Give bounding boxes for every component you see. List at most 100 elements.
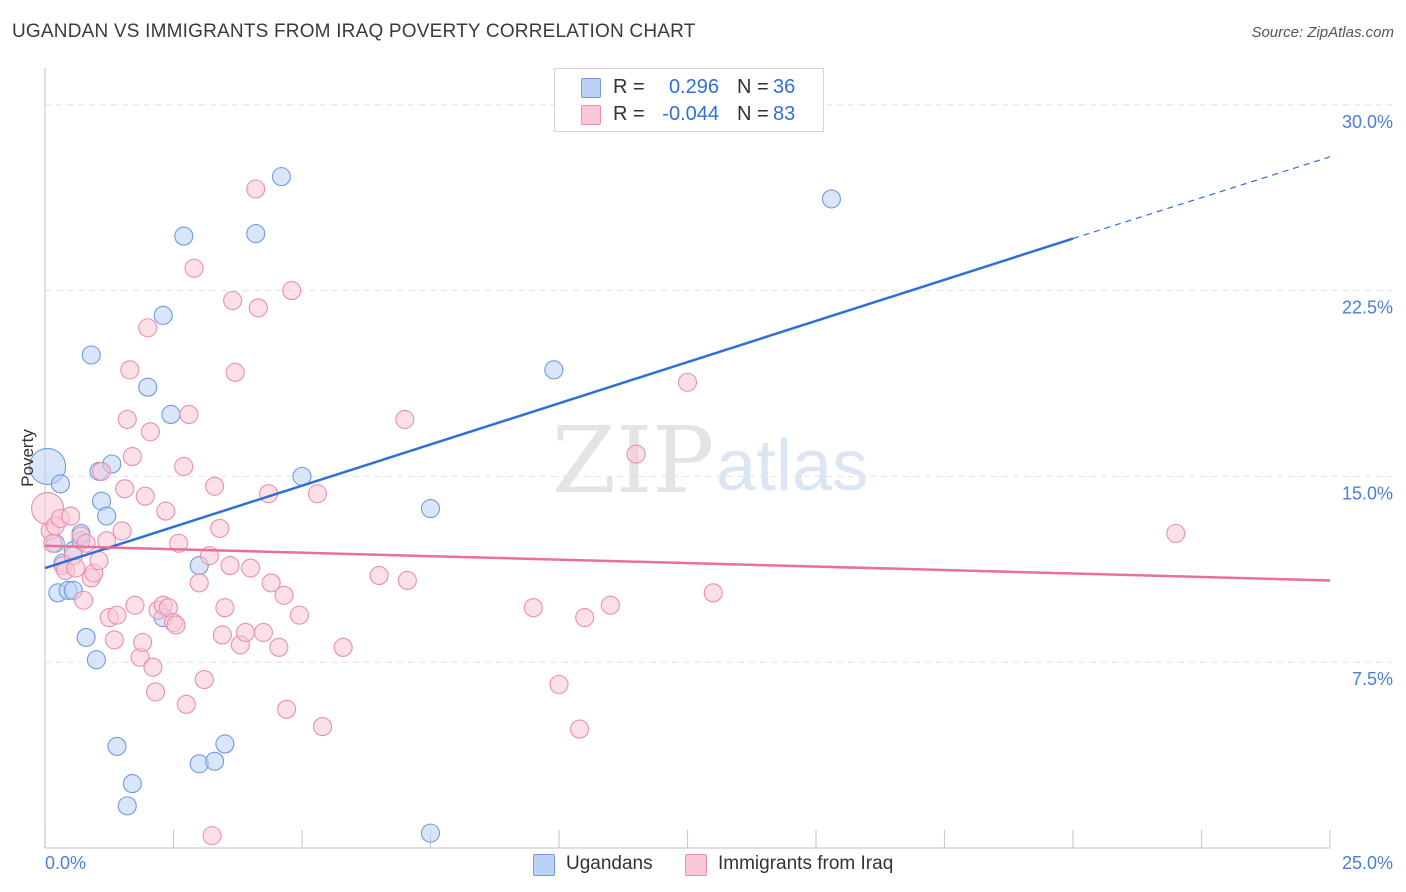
legend-r-label: R =	[613, 103, 645, 125]
iraq-point	[282, 281, 302, 301]
series-label-ugandans: Ugandans	[566, 853, 653, 874]
tick-labels: 7.5% 15.0% 22.5% 30.0% 0.0% 25.0%	[45, 112, 1393, 873]
iraq-point	[277, 699, 297, 719]
y-tick-label: 30.0%	[1342, 112, 1393, 132]
ugandans-point	[153, 305, 173, 325]
watermark-atlas: atlas	[716, 426, 868, 506]
iraq-point	[397, 570, 417, 590]
iraq-point	[289, 605, 309, 625]
iraq-point	[179, 404, 199, 425]
iraq-point	[97, 531, 117, 551]
ugandans-trend-line	[44, 237, 1074, 570]
iraq-point	[61, 506, 81, 526]
iraq-point	[274, 585, 294, 605]
iraq-point	[89, 551, 109, 571]
iraq-point	[66, 558, 86, 578]
ugandans-point	[107, 736, 127, 756]
iraq-point	[104, 630, 124, 650]
series-label-iraq: Immigrants from Iraq	[718, 853, 894, 874]
legend-n-label: N =	[737, 76, 769, 98]
legend-swatch-iraq	[581, 105, 601, 125]
series-swatch-iraq	[685, 854, 707, 876]
iraq-point	[112, 521, 132, 541]
y-tick-label: 7.5%	[1352, 669, 1393, 689]
iraq-point	[246, 179, 266, 199]
ugandans-point	[420, 499, 441, 519]
source-credit: Source: ZipAtlas.com	[1251, 24, 1394, 41]
ugandans-point	[117, 796, 137, 816]
iraq-point	[523, 598, 543, 618]
iraq-point	[575, 608, 595, 628]
y-axis-title: Poverty	[18, 429, 37, 487]
iraq-point	[91, 461, 112, 481]
ugandans-point	[271, 167, 291, 187]
ugandans-point	[205, 751, 225, 771]
ugandans-point	[821, 189, 841, 209]
iraq-point	[43, 533, 63, 553]
iraq-point	[76, 533, 96, 553]
legend-n-value: 36	[773, 76, 796, 98]
ugandans-point	[50, 474, 70, 494]
iraq-point	[225, 362, 245, 382]
iraq-point	[202, 826, 222, 846]
x-tick-label: 0.0%	[45, 853, 86, 873]
iraq-point	[169, 533, 189, 553]
iraq-point	[212, 625, 232, 645]
legend-r-value: -0.044	[662, 103, 719, 125]
iraq-point	[1166, 523, 1186, 543]
y-tick-label: 15.0%	[1342, 483, 1393, 503]
correlation-legend: R = 0.296 N = 36 R = -0.044 N = 83	[554, 68, 824, 132]
iraq-point	[677, 372, 698, 392]
iraq-point	[223, 290, 243, 311]
iraq-point	[122, 447, 142, 467]
iraq-point	[369, 565, 389, 586]
iraq-point	[120, 360, 140, 380]
iraq-point	[115, 479, 135, 499]
iraq-point	[145, 682, 166, 702]
iraq-point	[210, 518, 230, 538]
ugandans-point	[122, 774, 142, 794]
ugandans-point	[97, 506, 117, 526]
ugandans-point	[215, 734, 235, 754]
iraq-point	[138, 318, 158, 338]
iraq-point	[395, 409, 415, 429]
iraq-point	[184, 258, 204, 278]
trend-lines	[44, 156, 1331, 582]
gridlines	[45, 104, 1392, 663]
ugandans-point	[174, 226, 194, 246]
chart-title: UGANDAN VS IMMIGRANTS FROM IRAQ POVERTY …	[12, 21, 696, 42]
iraq-point	[174, 456, 194, 477]
iraq-point	[117, 409, 137, 429]
watermark: ZIP atlas	[552, 407, 868, 514]
iraq-point	[261, 573, 281, 593]
iraq-point	[269, 637, 289, 657]
iraq-point	[626, 444, 646, 464]
iraq-point	[143, 657, 163, 677]
iraq-point	[215, 598, 235, 618]
iraq-trend-line	[44, 544, 1331, 582]
iraq-point	[220, 556, 240, 576]
ugandans-point	[420, 823, 441, 843]
iraq-point	[135, 486, 155, 506]
y-tick-label: 22.5%	[1342, 298, 1393, 318]
iraq-point	[248, 298, 268, 318]
legend-r-label: R =	[613, 76, 645, 98]
iraq-point	[703, 583, 723, 603]
iraq-point	[600, 595, 620, 615]
iraq-point	[313, 717, 333, 737]
legend-n-label: N =	[737, 103, 769, 125]
iraq-point	[125, 595, 145, 615]
iraq-point	[307, 484, 327, 504]
iraq-point	[189, 573, 209, 593]
ugandans-point	[86, 650, 106, 670]
legend-row-iraq: R = -0.044 N = 83	[555, 100, 823, 128]
iraq-point	[74, 590, 94, 610]
ugandans-point	[76, 627, 96, 647]
iraq-point	[241, 558, 261, 578]
iraq-point	[570, 719, 590, 739]
iraq-point	[253, 622, 274, 643]
legend-n-value: 83	[773, 103, 796, 125]
legend-row-ugandans: R = 0.296 N = 36	[555, 73, 823, 101]
ugandans-point	[544, 360, 564, 380]
